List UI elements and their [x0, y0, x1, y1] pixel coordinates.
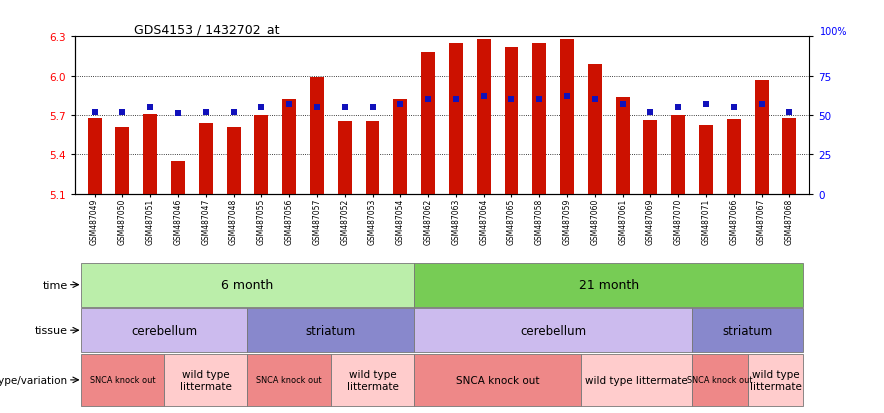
- Bar: [415, 309, 692, 352]
- Text: wild type
littermate: wild type littermate: [347, 369, 399, 391]
- Bar: [415, 354, 581, 406]
- Text: SNCA knock out: SNCA knock out: [256, 375, 322, 385]
- Text: wild type littermate: wild type littermate: [585, 375, 688, 385]
- Point: [171, 111, 185, 117]
- Point: [421, 97, 435, 103]
- Text: 100%: 100%: [819, 27, 848, 37]
- Bar: [310, 78, 324, 194]
- Point: [310, 104, 324, 111]
- Bar: [116, 127, 129, 194]
- Point: [199, 109, 213, 116]
- Bar: [505, 47, 518, 194]
- Bar: [671, 116, 685, 194]
- Bar: [449, 44, 463, 194]
- Point: [699, 101, 713, 108]
- Bar: [226, 127, 240, 194]
- Text: cerebellum: cerebellum: [131, 324, 197, 337]
- Point: [560, 93, 574, 100]
- Point: [365, 104, 379, 111]
- Text: wild type
littermate: wild type littermate: [750, 369, 802, 391]
- Point: [393, 101, 408, 108]
- Bar: [644, 121, 658, 194]
- Point: [88, 109, 102, 116]
- Point: [255, 104, 269, 111]
- Bar: [248, 354, 331, 406]
- Point: [143, 104, 157, 111]
- Point: [532, 97, 546, 103]
- Point: [505, 97, 519, 103]
- Bar: [476, 40, 491, 194]
- Bar: [692, 309, 804, 352]
- Point: [644, 109, 658, 116]
- Point: [338, 104, 352, 111]
- Text: striatum: striatum: [306, 324, 356, 337]
- Text: 21 month: 21 month: [579, 278, 639, 292]
- Bar: [80, 354, 164, 406]
- Text: wild type
littermate: wild type littermate: [179, 369, 232, 391]
- Bar: [199, 123, 213, 194]
- Bar: [588, 65, 602, 194]
- Point: [671, 104, 685, 111]
- Bar: [692, 354, 748, 406]
- Bar: [248, 309, 415, 352]
- Text: genotype/variation: genotype/variation: [0, 375, 68, 385]
- Bar: [755, 81, 768, 194]
- Bar: [421, 53, 435, 194]
- Text: cerebellum: cerebellum: [520, 324, 586, 337]
- Point: [727, 104, 741, 111]
- Bar: [88, 118, 102, 194]
- Bar: [748, 354, 804, 406]
- Text: tissue: tissue: [34, 325, 68, 335]
- Bar: [282, 100, 296, 194]
- Text: time: time: [42, 280, 68, 290]
- Point: [755, 101, 769, 108]
- Point: [588, 97, 602, 103]
- Bar: [80, 309, 248, 352]
- Bar: [727, 120, 741, 194]
- Bar: [532, 44, 546, 194]
- Text: SNCA knock out: SNCA knock out: [687, 375, 753, 385]
- Text: 6 month: 6 month: [221, 278, 273, 292]
- Bar: [366, 122, 379, 194]
- Bar: [615, 97, 629, 194]
- Bar: [415, 263, 804, 307]
- Point: [226, 109, 240, 116]
- Bar: [393, 100, 408, 194]
- Text: striatum: striatum: [722, 324, 773, 337]
- Text: GDS4153 / 1432702_at: GDS4153 / 1432702_at: [133, 23, 279, 36]
- Point: [449, 97, 463, 103]
- Point: [282, 101, 296, 108]
- Text: transformed count: transformed count: [88, 412, 186, 413]
- Bar: [255, 116, 269, 194]
- Text: SNCA knock out: SNCA knock out: [89, 375, 156, 385]
- Bar: [331, 354, 415, 406]
- Bar: [581, 354, 692, 406]
- Point: [115, 109, 129, 116]
- Point: [476, 93, 491, 100]
- Text: ■: ■: [75, 412, 89, 413]
- Bar: [143, 114, 157, 194]
- Bar: [171, 161, 185, 194]
- Bar: [80, 263, 415, 307]
- Bar: [560, 40, 574, 194]
- Bar: [699, 126, 713, 194]
- Text: SNCA knock out: SNCA knock out: [456, 375, 539, 385]
- Point: [782, 109, 796, 116]
- Bar: [782, 118, 796, 194]
- Bar: [338, 122, 352, 194]
- Point: [615, 101, 629, 108]
- Bar: [164, 354, 248, 406]
